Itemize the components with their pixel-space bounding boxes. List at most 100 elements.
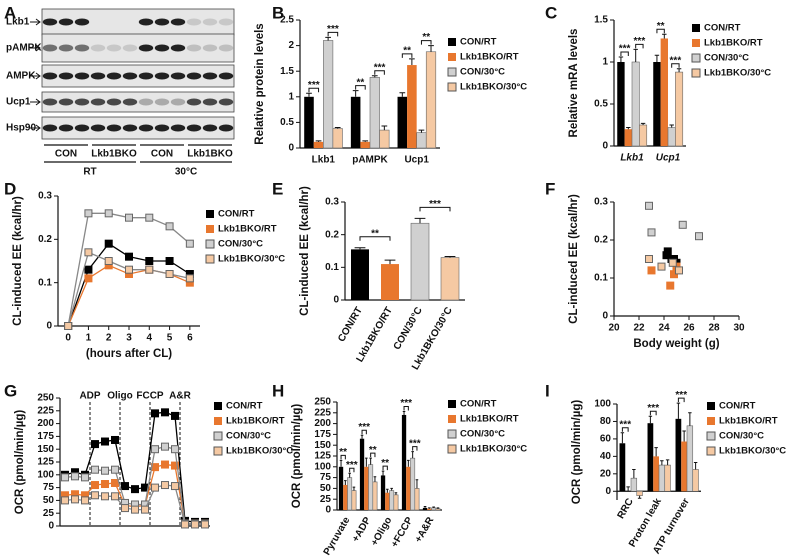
point [663,247,672,256]
y-tick-label: 0 [48,521,54,532]
legend-swatch [448,38,456,46]
bar [369,77,380,149]
marker [151,409,159,418]
error-bar [402,411,406,415]
error-bar [693,461,698,470]
blot-band [154,44,170,52]
bar [619,443,626,492]
legend-label: CON/30°C [704,53,749,64]
legend-label: CON/30°C [719,431,764,442]
blot-band [42,124,58,132]
bar [647,423,654,492]
bar [636,490,643,496]
y-tick-label: 1 [288,91,294,102]
marker [185,239,194,248]
marker [125,213,133,222]
blot-condition-label: RT [83,167,96,178]
blot-band [154,72,170,80]
x-tick-label: +A&R [413,515,437,545]
x-axis-label: Body weight (g) [633,338,719,350]
marker [131,485,139,494]
y-axis-label: OCR (pmol/min/µg) [571,400,583,505]
y-axis-label: OCR (pmol/min/µg) [291,404,303,509]
phase-label: A&R [169,391,191,402]
x-tick-label: RRC [616,497,636,521]
error-bar [633,48,638,62]
x-tick-label: Lkb1 [620,153,644,164]
blot-group-label: CON [55,149,77,160]
y-tick-label: 175 [37,431,54,442]
blot-arrow [30,98,41,106]
y-tick-label: 0.3 [38,191,52,202]
legend-label: CON/RT [719,401,756,412]
bar [393,494,399,511]
error-bar [432,506,435,508]
error-bar [369,457,372,465]
legend-swatch [692,24,700,32]
legend-swatch [206,225,214,233]
panel-letter: G [4,381,17,400]
legend-label: CON/30°C [460,67,505,78]
marker [91,481,99,490]
sig-bracket [359,236,391,241]
point [647,266,656,275]
error-bar [334,127,341,129]
panel-letter: B [272,3,284,22]
blot-row [41,91,235,113]
bar [372,481,378,511]
error-bar [315,140,322,142]
legend-label: Lkb1BKO/RT [226,416,285,427]
legend-label: Lkb1BKO/30°C [218,254,285,265]
bar [675,71,684,147]
blot-band [42,18,58,26]
marker [111,465,119,474]
blot-band [186,98,202,106]
legend-swatch [205,254,215,264]
sig-bracket [308,87,320,93]
blot-band [106,98,122,106]
bar [359,438,365,510]
blot-band [58,124,74,132]
marker [171,411,179,420]
blot-band [90,98,106,106]
sig-label: *** [619,419,631,430]
blot-band [170,98,186,106]
sig-label: *** [308,80,320,91]
error-bar [390,487,393,491]
blot-band [74,98,90,106]
sig-label: *** [675,390,687,401]
blot-band [42,98,58,106]
marker [145,265,154,274]
blot-band [170,124,186,132]
legend-swatch [214,417,222,425]
legend-swatch [447,444,457,454]
sig-bracket [340,454,346,460]
bar [343,484,348,510]
y-tick-label: 0.2 [325,229,339,240]
sig-label: *** [647,403,659,414]
legend-label: Lkb1BKO/RT [218,224,277,235]
blot-arrow [30,124,41,132]
error-bar [662,33,667,39]
sig-label: *** [400,398,412,409]
marker [91,440,99,449]
y-tick-label: 0.3 [594,197,608,208]
sig-bracket [412,446,418,451]
legend-swatch [448,53,456,61]
blot-band [202,124,218,132]
blot-band [202,44,218,52]
y-tick-label: 175 [314,429,331,440]
blot-band [106,124,122,132]
x-tick-label: Pyruvate [322,515,353,557]
bar [416,132,427,149]
point [675,266,683,275]
marker [201,520,209,529]
bar [313,141,324,148]
y-tick-label: 0 [333,295,339,306]
blot-band [170,44,186,52]
phase-label: FCCP [136,391,164,402]
y-tick-label: 25 [320,494,332,505]
bar [425,51,437,149]
point [645,255,653,263]
sig-bracket [649,410,657,416]
